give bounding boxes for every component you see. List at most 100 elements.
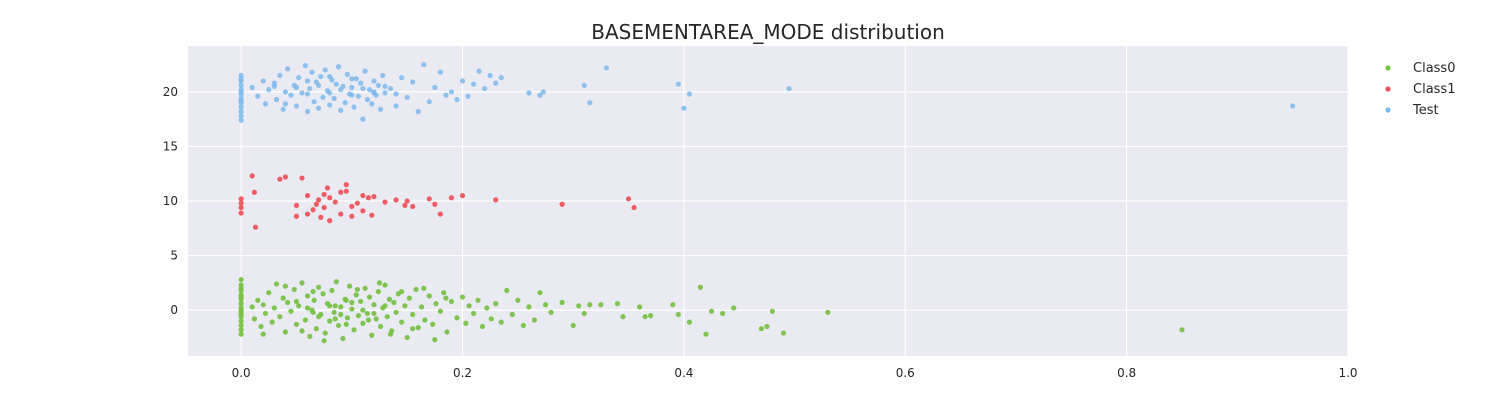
data-point xyxy=(587,302,592,307)
data-point xyxy=(537,290,542,295)
data-point xyxy=(355,201,360,206)
data-point xyxy=(239,76,244,81)
data-point xyxy=(239,294,244,299)
data-point xyxy=(480,324,485,329)
data-point xyxy=(499,320,504,325)
data-point xyxy=(294,85,299,90)
data-point xyxy=(354,76,359,81)
data-point xyxy=(261,332,266,337)
data-point xyxy=(310,310,315,315)
data-point xyxy=(475,298,480,303)
data-point xyxy=(239,118,244,123)
data-point xyxy=(347,284,352,289)
data-point xyxy=(344,298,349,303)
data-point xyxy=(615,301,620,306)
data-point xyxy=(316,197,321,202)
data-point xyxy=(281,296,286,301)
data-point xyxy=(345,315,350,320)
data-point xyxy=(676,312,681,317)
data-point xyxy=(720,311,725,316)
data-point xyxy=(327,90,332,95)
data-point xyxy=(283,89,288,94)
data-point xyxy=(371,311,376,316)
data-point xyxy=(305,305,310,310)
data-point xyxy=(358,81,363,86)
data-point xyxy=(371,194,376,199)
data-point xyxy=(410,312,415,317)
data-point xyxy=(322,338,327,343)
data-point xyxy=(687,320,692,325)
data-point xyxy=(305,211,310,216)
x-tick-label: 0.6 xyxy=(896,366,915,380)
x-tick-label: 0.8 xyxy=(1117,366,1136,380)
data-point xyxy=(648,313,653,318)
data-point xyxy=(703,332,708,337)
data-point xyxy=(239,312,244,317)
data-point xyxy=(571,323,576,328)
data-point xyxy=(349,214,354,219)
data-point xyxy=(421,286,426,291)
data-point xyxy=(410,326,415,331)
data-point xyxy=(320,291,325,296)
data-point xyxy=(274,97,279,102)
data-point xyxy=(349,85,354,90)
data-point xyxy=(681,106,686,111)
data-point xyxy=(239,89,244,94)
data-point xyxy=(626,196,631,201)
data-point xyxy=(310,289,315,294)
data-point xyxy=(391,300,396,305)
data-point xyxy=(303,63,308,68)
data-point xyxy=(825,310,830,315)
data-point xyxy=(294,214,299,219)
data-point xyxy=(471,82,476,87)
data-point xyxy=(333,303,338,308)
data-point xyxy=(521,323,526,328)
data-point xyxy=(327,74,332,79)
data-point xyxy=(449,299,454,304)
y-tick-label: 20 xyxy=(163,85,178,99)
data-point xyxy=(1290,103,1295,108)
data-point xyxy=(344,189,349,194)
data-point xyxy=(323,67,328,72)
data-point xyxy=(433,301,438,306)
data-point xyxy=(444,329,449,334)
data-point xyxy=(344,322,349,327)
data-point xyxy=(310,207,315,212)
data-point xyxy=(367,294,372,299)
data-point xyxy=(239,332,244,337)
data-point xyxy=(709,309,714,314)
data-point xyxy=(327,318,332,323)
data-point xyxy=(285,66,290,71)
data-point xyxy=(338,87,343,92)
data-point xyxy=(369,213,374,218)
data-point xyxy=(272,305,277,310)
data-point xyxy=(316,83,321,88)
data-point xyxy=(277,73,282,78)
data-point xyxy=(374,316,379,321)
data-point xyxy=(427,293,432,298)
data-point xyxy=(460,193,465,198)
data-point xyxy=(333,199,338,204)
x-axis-ticks: 0.0 0.2 0.4 0.6 0.8 1.0 xyxy=(232,366,1358,380)
data-point xyxy=(427,196,432,201)
data-point xyxy=(351,105,356,110)
data-point xyxy=(407,296,412,301)
y-tick-label: 0 xyxy=(170,303,178,317)
data-point xyxy=(255,298,260,303)
data-point xyxy=(239,210,244,215)
data-point xyxy=(305,91,310,96)
data-point xyxy=(283,174,288,179)
data-point xyxy=(283,329,288,334)
data-point xyxy=(532,317,537,322)
data-point xyxy=(582,83,587,88)
data-point xyxy=(349,204,354,209)
data-point xyxy=(488,73,493,78)
data-point xyxy=(382,282,387,287)
data-point xyxy=(548,310,553,315)
data-point xyxy=(263,101,268,106)
data-point xyxy=(449,195,454,200)
data-point xyxy=(303,317,308,322)
data-point xyxy=(369,101,374,106)
data-point xyxy=(387,297,392,302)
